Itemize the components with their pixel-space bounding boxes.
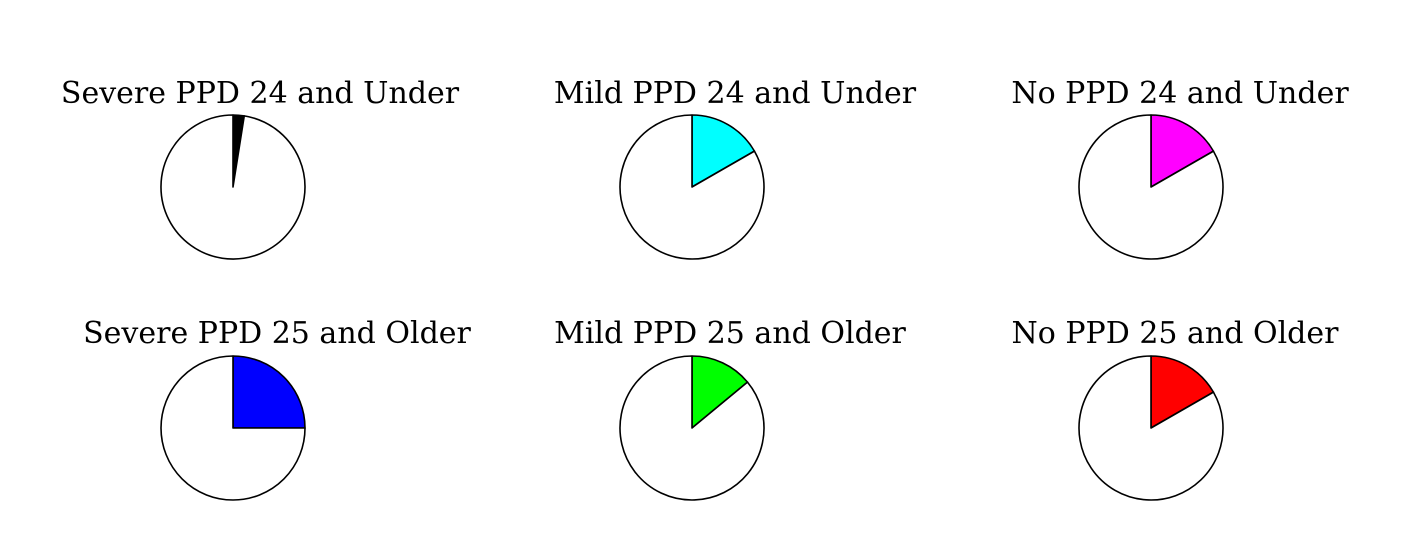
pie-slices	[160, 355, 306, 501]
pie-slice-1	[619, 114, 765, 260]
pie-panel-no-24-under: No PPD 24 and Under	[1011, 76, 1349, 260]
pie-slice-1	[160, 355, 306, 501]
pie-slices	[160, 114, 306, 260]
pie-slice-0	[1150, 355, 1215, 429]
pie-panel-severe-25-older: Severe PPD 25 and Older	[83, 316, 472, 501]
pie-slice-1	[160, 114, 306, 260]
pie-panel-no-25-older: No PPD 25 and Older	[1012, 316, 1340, 501]
pie-slice-1	[1078, 114, 1224, 260]
pie-title: Mild PPD 25 and Older	[554, 316, 906, 351]
pie-slice-0	[232, 355, 306, 429]
pie-slices	[1078, 114, 1224, 260]
pie-slice-0	[691, 355, 749, 429]
pie-slices	[619, 114, 765, 260]
pie-title: Severe PPD 25 and Older	[83, 316, 471, 351]
pie-slice-0	[691, 114, 756, 188]
pie-slice-1	[1078, 355, 1224, 501]
pie-panel-severe-24-under: Severe PPD 24 and Under	[61, 76, 460, 260]
pie-slices	[619, 355, 765, 501]
pie-title: Severe PPD 24 and Under	[61, 76, 460, 111]
pie-slices	[1078, 355, 1224, 501]
pie-panel-mild-24-under: Mild PPD 24 and Under	[554, 76, 917, 260]
pie-title: Mild PPD 24 and Under	[554, 76, 917, 111]
pie-title: No PPD 24 and Under	[1011, 76, 1349, 111]
pie-title: No PPD 25 and Older	[1012, 316, 1340, 351]
pie-slice-1	[619, 355, 765, 501]
pie-slice-0	[1150, 114, 1215, 188]
pie-panel-mild-25-older: Mild PPD 25 and Older	[554, 316, 907, 501]
